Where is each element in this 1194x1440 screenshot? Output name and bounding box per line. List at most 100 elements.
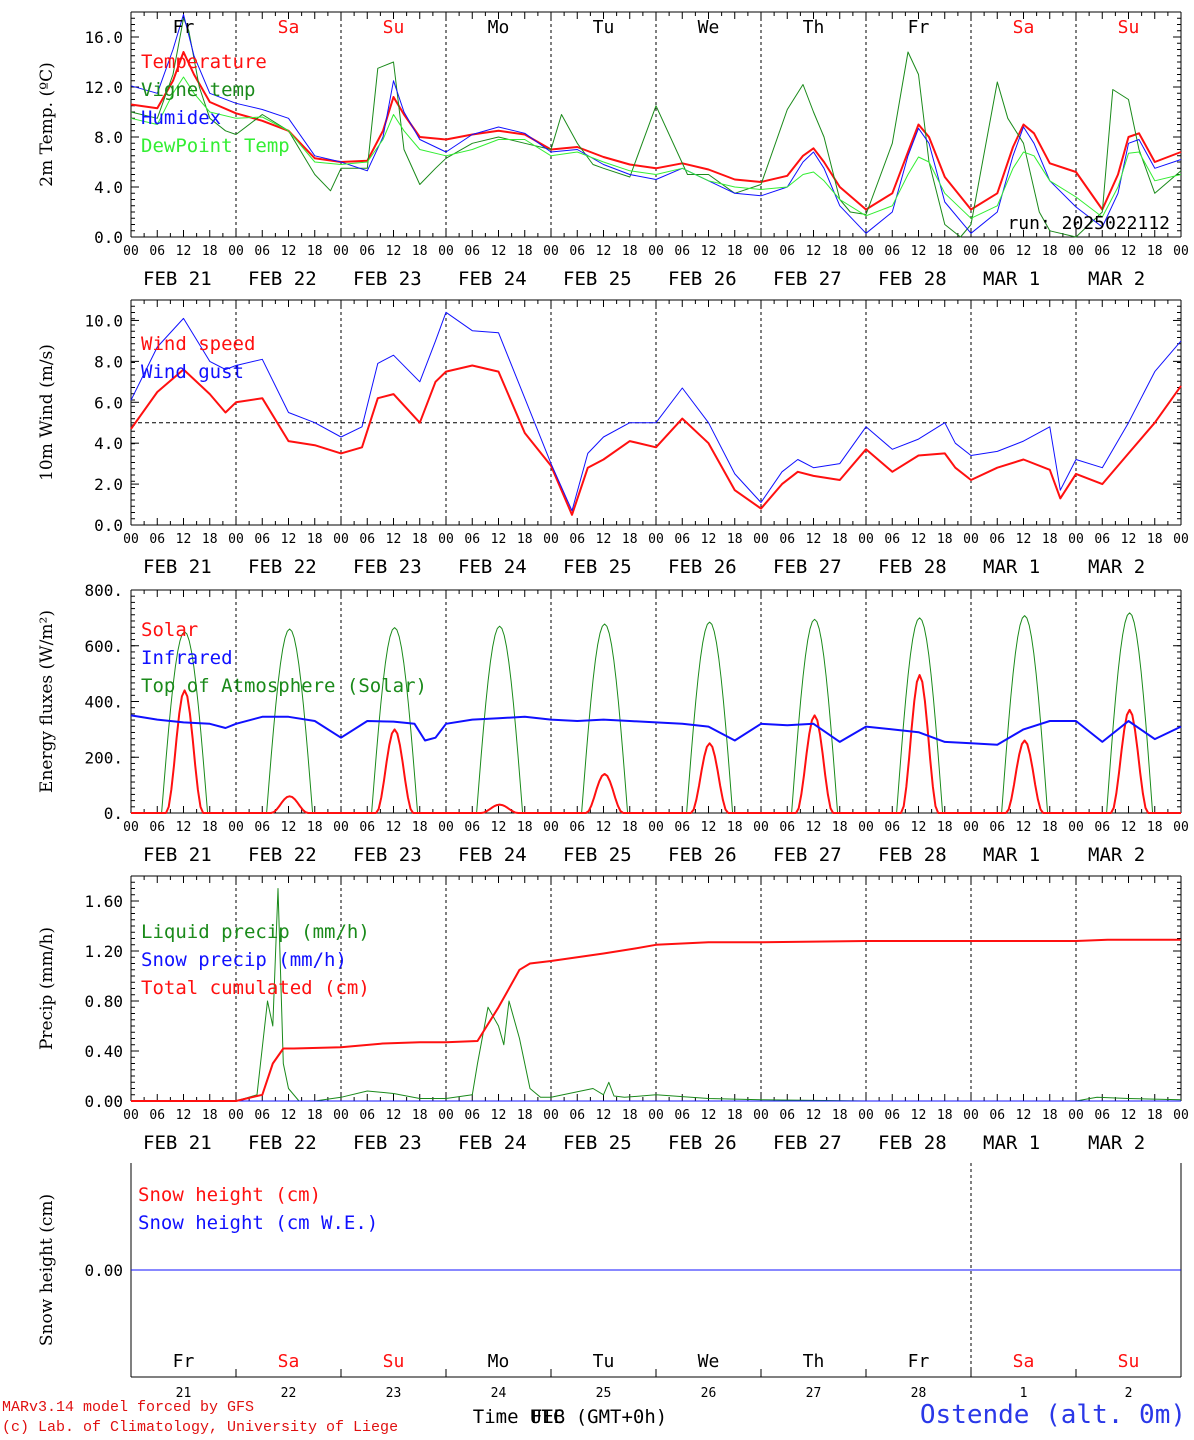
y-tick-label: 0. [104,804,123,823]
hour-tick-label: 00 [123,1108,139,1123]
series-line-3-3 [130,714,1182,746]
hour-tick-label: 00 [753,820,769,835]
weekday-label: We [698,1351,720,1372]
hour-tick-label: 12 [386,244,402,259]
x-axis-title: Time UTC (GMT+0h) [473,1406,667,1428]
day-number-label: 2 [1125,1386,1133,1401]
date-label: MAR 2 [1088,268,1145,290]
y-tick-label: 8.0 [94,352,123,371]
hour-tick-label: 18 [1147,820,1163,835]
day-number-label: 25 [596,1386,612,1401]
date-label: FEB 28 [878,1132,947,1154]
hour-tick-label: 12 [281,532,297,547]
weekday-label: Tu [593,1351,615,1372]
legend-entry: Wind speed [141,333,255,355]
y-tick-label: 0.40 [84,1042,123,1061]
hour-tick-label: 00 [123,820,139,835]
hour-tick-label: 00 [333,244,349,259]
date-label: MAR 1 [983,268,1040,290]
hour-tick-label: 06 [989,244,1005,259]
hour-tick-label: 06 [254,532,270,547]
y-tick-label: 10.0 [84,311,123,330]
hour-tick-label: 18 [937,244,953,259]
hour-tick-label: 18 [517,820,533,835]
hour-tick-label: 06 [989,1108,1005,1123]
hour-tick-label: 06 [149,820,165,835]
hour-tick-label: 06 [989,532,1005,547]
hour-tick-label: 00 [123,244,139,259]
hour-tick-label: 18 [1147,532,1163,547]
hour-tick-label: 18 [1042,244,1058,259]
date-label: FEB 25 [563,1132,632,1154]
y-tick-label: 0.0 [94,516,123,535]
legend-entry: DewPoint Temp [141,135,290,157]
hour-tick-label: 06 [569,820,585,835]
hour-tick-label: 12 [806,1108,822,1123]
legend-entry: Total cumulated (cm) [141,977,370,999]
y-tick-label: 4.0 [94,434,123,453]
hour-tick-label: 12 [176,532,192,547]
hour-tick-label: 06 [359,532,375,547]
hour-tick-label: 18 [937,820,953,835]
date-label: FEB 28 [878,268,947,290]
model-credit-line: MARv3.14 model forced by GFS [2,1399,255,1416]
day-number-label: 24 [491,1386,507,1401]
hour-tick-label: 06 [149,244,165,259]
hour-tick-label: 18 [412,820,428,835]
hour-tick-label: 00 [648,532,664,547]
hour-tick-label: 18 [727,244,743,259]
date-label: MAR 1 [983,844,1040,866]
date-label: FEB 22 [248,268,317,290]
date-label: FEB 23 [353,844,422,866]
hour-tick-label: 12 [281,244,297,259]
date-label: FEB 25 [563,556,632,578]
date-label: FEB 26 [668,556,737,578]
weekday-label: Th [803,1351,825,1372]
hour-tick-label: 00 [438,820,454,835]
series-line-4-3 [131,938,1181,1102]
hour-tick-label: 06 [464,820,480,835]
y-axis-label: 10m Wind (m/s) [37,344,57,481]
date-label: FEB 22 [248,844,317,866]
hour-tick-label: 12 [1016,532,1032,547]
hour-tick-label: 12 [491,820,507,835]
hour-tick-label: 00 [1068,820,1084,835]
hour-tick-label: 00 [543,1108,559,1123]
weekday-label: Fr [908,17,930,38]
hour-tick-label: 18 [937,1108,953,1123]
lab-credit-line: (c) Lab. of Climatology, University of L… [2,1419,399,1436]
date-label: MAR 1 [983,556,1040,578]
weekday-label: Th [803,17,825,38]
hour-tick-label: 12 [911,1108,927,1123]
weekday-label: Su [383,17,405,38]
weekday-label: Sa [1013,1351,1035,1372]
hour-tick-label: 12 [1016,820,1032,835]
panel-4 [130,875,1182,1102]
hour-tick-label: 00 [228,1108,244,1123]
hour-tick-label: 06 [569,1108,585,1123]
hour-tick-label: 06 [149,532,165,547]
y-tick-label: 600. [84,637,123,656]
hour-tick-label: 06 [464,1108,480,1123]
hour-tick-label: 06 [569,532,585,547]
hour-tick-label: 00 [648,820,664,835]
date-label: MAR 2 [1088,556,1145,578]
hour-tick-label: 18 [202,820,218,835]
weekday-label: Mo [488,17,510,38]
y-tick-label: 1.20 [84,942,123,961]
hour-tick-label: 00 [858,1108,874,1123]
date-label: FEB 22 [248,1132,317,1154]
hour-tick-label: 12 [491,532,507,547]
hour-tick-label: 00 [963,532,979,547]
hour-tick-label: 18 [307,532,323,547]
x-axis-title-overlay: FEB [531,1406,565,1428]
date-label: FEB 26 [668,268,737,290]
hour-tick-label: 00 [963,244,979,259]
hour-tick-label: 12 [491,244,507,259]
hour-tick-label: 00 [123,532,139,547]
hour-tick-label: 06 [674,532,690,547]
legend-entry: Top of Atmosphere (Solar) [141,675,427,697]
hour-tick-label: 00 [438,244,454,259]
hour-tick-label: 18 [1147,1108,1163,1123]
hour-tick-label: 12 [176,244,192,259]
